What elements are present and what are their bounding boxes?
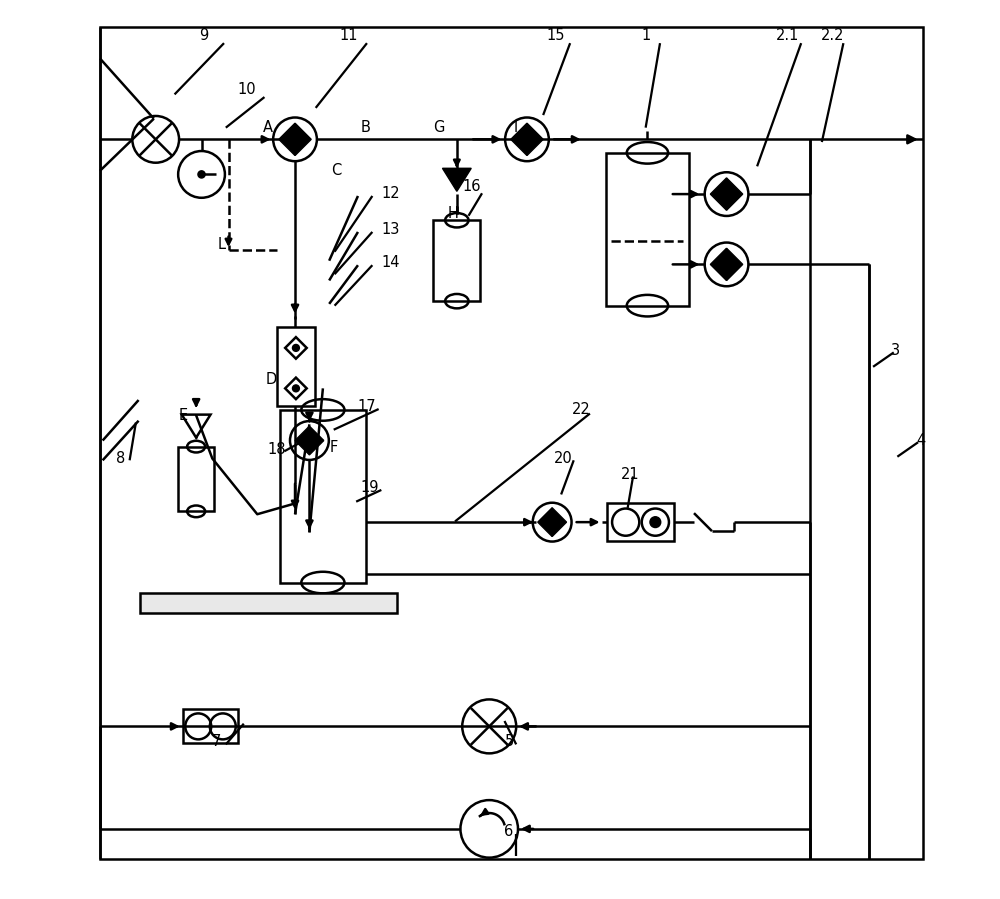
Polygon shape xyxy=(710,248,727,280)
Text: 10: 10 xyxy=(237,83,256,97)
Text: F: F xyxy=(330,441,338,455)
Text: 16: 16 xyxy=(462,180,480,194)
Polygon shape xyxy=(527,123,543,156)
Polygon shape xyxy=(295,123,311,156)
Text: E: E xyxy=(179,408,188,423)
Text: 13: 13 xyxy=(381,222,400,236)
Text: 3: 3 xyxy=(891,343,900,358)
Text: 15: 15 xyxy=(546,29,565,43)
Text: 5: 5 xyxy=(504,734,514,749)
Bar xyxy=(280,410,366,583)
Text: B: B xyxy=(360,120,370,135)
Text: A: A xyxy=(263,120,273,135)
Text: 2.1: 2.1 xyxy=(776,29,799,43)
Text: 22: 22 xyxy=(572,402,590,416)
Text: 14: 14 xyxy=(381,255,400,270)
Bar xyxy=(606,153,689,306)
Polygon shape xyxy=(538,508,552,537)
Polygon shape xyxy=(182,414,211,438)
Polygon shape xyxy=(295,426,324,441)
Text: L: L xyxy=(217,237,225,252)
Polygon shape xyxy=(295,441,324,455)
Polygon shape xyxy=(727,178,743,210)
Polygon shape xyxy=(442,168,471,191)
Polygon shape xyxy=(279,123,295,156)
Circle shape xyxy=(292,385,299,392)
Text: 20: 20 xyxy=(554,451,572,466)
Text: 9: 9 xyxy=(199,29,208,43)
Polygon shape xyxy=(511,123,527,156)
Text: 21: 21 xyxy=(621,467,640,482)
Text: D: D xyxy=(265,372,276,387)
Polygon shape xyxy=(710,178,727,210)
Text: 6: 6 xyxy=(504,824,514,839)
Text: 11: 11 xyxy=(340,29,358,43)
Text: 8: 8 xyxy=(116,451,125,466)
Text: I: I xyxy=(514,120,518,135)
Text: 19: 19 xyxy=(360,480,379,494)
Circle shape xyxy=(650,517,661,528)
Polygon shape xyxy=(727,248,743,280)
Bar xyxy=(140,593,397,613)
Polygon shape xyxy=(552,508,567,537)
Text: C: C xyxy=(331,164,342,178)
Text: 7: 7 xyxy=(212,734,222,749)
Circle shape xyxy=(292,344,299,352)
Text: 4: 4 xyxy=(916,433,925,448)
Text: 2.2: 2.2 xyxy=(821,29,844,43)
Text: 12: 12 xyxy=(381,186,400,200)
Text: H: H xyxy=(448,207,459,221)
Bar xyxy=(178,447,214,512)
Bar xyxy=(277,327,315,406)
Text: G: G xyxy=(433,120,445,135)
Bar xyxy=(433,220,480,301)
Bar xyxy=(607,503,674,541)
Text: 1: 1 xyxy=(641,29,650,43)
Bar xyxy=(183,709,238,743)
Text: 17: 17 xyxy=(358,399,376,414)
Text: 18: 18 xyxy=(268,442,286,457)
Circle shape xyxy=(198,171,205,178)
